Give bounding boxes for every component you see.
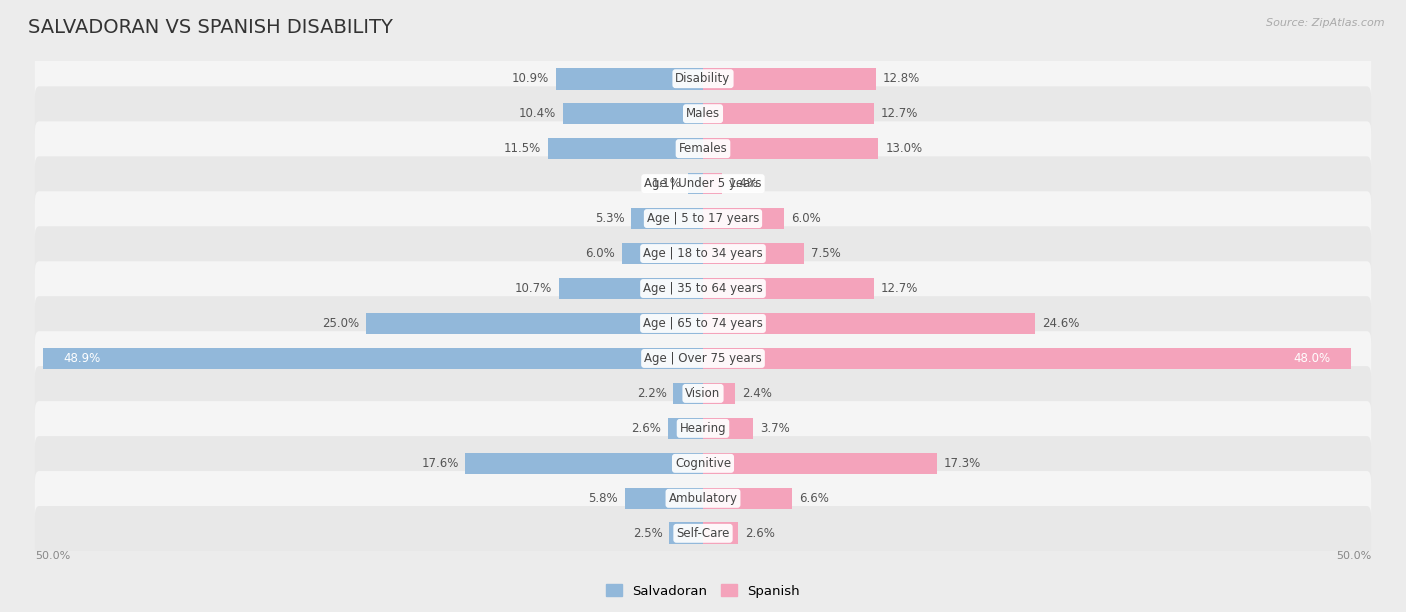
FancyBboxPatch shape xyxy=(35,401,1371,456)
Text: 5.8%: 5.8% xyxy=(588,492,619,505)
Bar xyxy=(703,243,804,264)
Text: 3.7%: 3.7% xyxy=(759,422,789,435)
Text: 12.8%: 12.8% xyxy=(883,72,920,85)
Bar xyxy=(562,103,703,124)
Text: 10.4%: 10.4% xyxy=(519,107,555,120)
FancyBboxPatch shape xyxy=(35,366,1371,420)
Bar xyxy=(548,138,703,160)
Bar xyxy=(688,173,703,195)
Text: Source: ZipAtlas.com: Source: ZipAtlas.com xyxy=(1267,18,1385,28)
Text: Disability: Disability xyxy=(675,72,731,85)
Bar xyxy=(703,103,875,124)
Bar xyxy=(465,452,703,474)
Text: 2.5%: 2.5% xyxy=(633,527,662,540)
Bar xyxy=(703,452,936,474)
Text: 25.0%: 25.0% xyxy=(322,317,359,330)
Bar xyxy=(673,382,703,405)
Text: Self-Care: Self-Care xyxy=(676,527,730,540)
Bar xyxy=(703,382,735,405)
FancyBboxPatch shape xyxy=(35,261,1371,316)
Bar xyxy=(703,348,1351,369)
Text: Age | 35 to 64 years: Age | 35 to 64 years xyxy=(643,282,763,295)
Bar xyxy=(669,523,703,544)
Text: 50.0%: 50.0% xyxy=(1336,551,1371,561)
Text: 11.5%: 11.5% xyxy=(503,142,541,155)
Bar xyxy=(558,278,703,299)
FancyBboxPatch shape xyxy=(35,121,1371,176)
Text: Ambulatory: Ambulatory xyxy=(668,492,738,505)
Text: 17.3%: 17.3% xyxy=(943,457,980,470)
Text: 12.7%: 12.7% xyxy=(882,107,918,120)
Text: Hearing: Hearing xyxy=(679,422,727,435)
Text: 12.7%: 12.7% xyxy=(882,282,918,295)
Text: 7.5%: 7.5% xyxy=(811,247,841,260)
Text: 6.6%: 6.6% xyxy=(799,492,828,505)
Text: 6.0%: 6.0% xyxy=(585,247,616,260)
Text: 10.9%: 10.9% xyxy=(512,72,550,85)
FancyBboxPatch shape xyxy=(35,192,1371,246)
Bar xyxy=(668,417,703,439)
Text: Vision: Vision xyxy=(685,387,721,400)
Bar xyxy=(44,348,703,369)
FancyBboxPatch shape xyxy=(35,436,1371,491)
Text: 17.6%: 17.6% xyxy=(422,457,458,470)
Text: SALVADORAN VS SPANISH DISABILITY: SALVADORAN VS SPANISH DISABILITY xyxy=(28,18,394,37)
Text: 2.6%: 2.6% xyxy=(745,527,775,540)
Text: Age | 5 to 17 years: Age | 5 to 17 years xyxy=(647,212,759,225)
Text: 10.7%: 10.7% xyxy=(515,282,551,295)
Bar xyxy=(703,417,754,439)
Bar xyxy=(703,523,738,544)
FancyBboxPatch shape xyxy=(35,86,1371,141)
Text: 48.9%: 48.9% xyxy=(63,352,100,365)
Text: 1.4%: 1.4% xyxy=(728,177,758,190)
Text: 2.6%: 2.6% xyxy=(631,422,661,435)
Text: Cognitive: Cognitive xyxy=(675,457,731,470)
FancyBboxPatch shape xyxy=(35,471,1371,526)
Legend: Salvadoran, Spanish: Salvadoran, Spanish xyxy=(600,579,806,603)
Text: Age | 65 to 74 years: Age | 65 to 74 years xyxy=(643,317,763,330)
Text: Age | Under 5 years: Age | Under 5 years xyxy=(644,177,762,190)
Bar xyxy=(703,138,879,160)
Bar xyxy=(703,173,721,195)
Bar xyxy=(621,243,703,264)
Text: Males: Males xyxy=(686,107,720,120)
Bar xyxy=(703,278,875,299)
Text: 5.3%: 5.3% xyxy=(595,212,624,225)
Text: Females: Females xyxy=(679,142,727,155)
Bar xyxy=(703,488,792,509)
Text: 13.0%: 13.0% xyxy=(886,142,922,155)
Bar xyxy=(555,68,703,89)
FancyBboxPatch shape xyxy=(35,156,1371,211)
Text: 24.6%: 24.6% xyxy=(1042,317,1080,330)
Bar xyxy=(624,488,703,509)
Text: 6.0%: 6.0% xyxy=(790,212,821,225)
Bar xyxy=(703,68,876,89)
Bar xyxy=(703,313,1035,334)
Text: 2.4%: 2.4% xyxy=(742,387,772,400)
Bar xyxy=(631,207,703,230)
FancyBboxPatch shape xyxy=(35,226,1371,281)
FancyBboxPatch shape xyxy=(35,296,1371,351)
Text: 50.0%: 50.0% xyxy=(35,551,70,561)
FancyBboxPatch shape xyxy=(35,331,1371,386)
Text: 2.2%: 2.2% xyxy=(637,387,666,400)
Text: 1.1%: 1.1% xyxy=(651,177,682,190)
Text: Age | 18 to 34 years: Age | 18 to 34 years xyxy=(643,247,763,260)
FancyBboxPatch shape xyxy=(35,506,1371,561)
Bar xyxy=(366,313,703,334)
FancyBboxPatch shape xyxy=(35,51,1371,106)
Text: Age | Over 75 years: Age | Over 75 years xyxy=(644,352,762,365)
Text: 48.0%: 48.0% xyxy=(1294,352,1330,365)
Bar xyxy=(703,207,785,230)
